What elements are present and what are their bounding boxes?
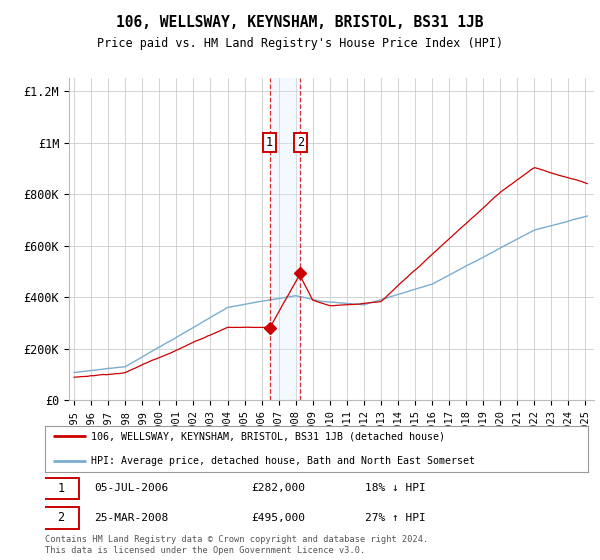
Text: 25-MAR-2008: 25-MAR-2008	[94, 513, 168, 523]
Text: 2: 2	[57, 511, 64, 524]
Text: HPI: Average price, detached house, Bath and North East Somerset: HPI: Average price, detached house, Bath…	[91, 456, 475, 466]
Text: 106, WELLSWAY, KEYNSHAM, BRISTOL, BS31 1JB: 106, WELLSWAY, KEYNSHAM, BRISTOL, BS31 1…	[116, 15, 484, 30]
Text: 1: 1	[57, 482, 64, 495]
Text: 05-JUL-2006: 05-JUL-2006	[94, 483, 168, 493]
Text: 106, WELLSWAY, KEYNSHAM, BRISTOL, BS31 1JB (detached house): 106, WELLSWAY, KEYNSHAM, BRISTOL, BS31 1…	[91, 431, 445, 441]
Text: 18% ↓ HPI: 18% ↓ HPI	[365, 483, 426, 493]
FancyBboxPatch shape	[42, 478, 79, 500]
Text: 27% ↑ HPI: 27% ↑ HPI	[365, 513, 426, 523]
Text: 1: 1	[266, 136, 273, 150]
Text: Price paid vs. HM Land Registry's House Price Index (HPI): Price paid vs. HM Land Registry's House …	[97, 37, 503, 50]
FancyBboxPatch shape	[42, 507, 79, 529]
Text: Contains HM Land Registry data © Crown copyright and database right 2024.
This d: Contains HM Land Registry data © Crown c…	[45, 535, 428, 555]
Bar	[270, 78, 299, 400]
Text: 2: 2	[297, 136, 304, 150]
Text: £282,000: £282,000	[251, 483, 305, 493]
Text: £495,000: £495,000	[251, 513, 305, 523]
